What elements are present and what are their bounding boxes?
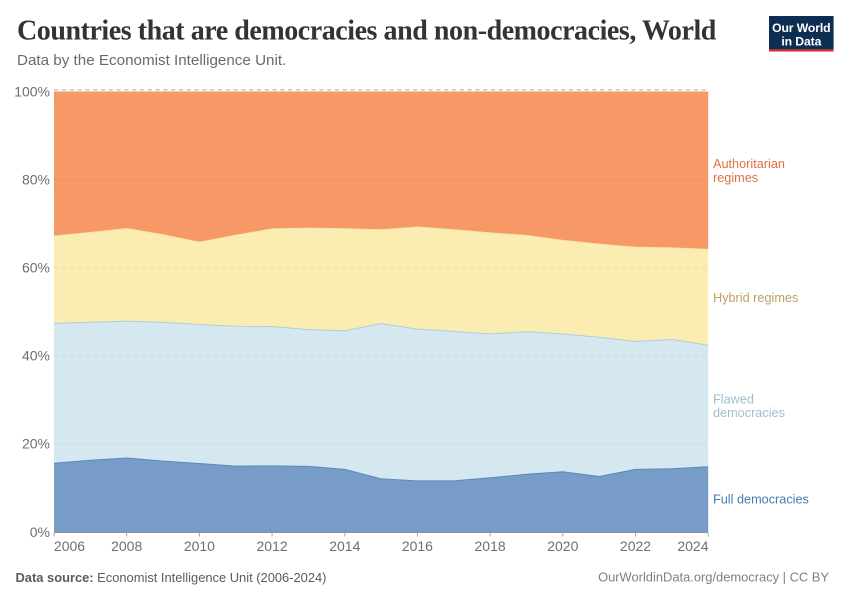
svg-text:Our World: Our World	[772, 21, 830, 35]
svg-text:Data by the Economist Intellig: Data by the Economist Intelligence Unit.	[17, 52, 286, 69]
svg-text:2022: 2022	[620, 538, 651, 554]
svg-text:in Data: in Data	[781, 35, 821, 49]
svg-text:OurWorldinData.org/democracy |: OurWorldinData.org/democracy | CC BY	[598, 570, 829, 585]
svg-text:100%: 100%	[14, 83, 50, 99]
svg-text:40%: 40%	[22, 348, 50, 364]
svg-text:2014: 2014	[329, 538, 360, 554]
svg-text:2024: 2024	[677, 538, 708, 554]
svg-text:democracies: democracies	[713, 406, 785, 420]
svg-text:60%: 60%	[22, 260, 50, 276]
svg-text:2008: 2008	[111, 538, 142, 554]
svg-text:Full democracies: Full democracies	[713, 493, 809, 507]
svg-text:2018: 2018	[475, 538, 506, 554]
svg-text:Countries that are democracies: Countries that are democracies and non-d…	[17, 16, 717, 47]
svg-text:0%: 0%	[30, 524, 50, 540]
svg-text:Flawed: Flawed	[713, 392, 754, 406]
svg-text:2006: 2006	[54, 538, 85, 554]
svg-text:2010: 2010	[184, 538, 215, 554]
svg-text:20%: 20%	[22, 436, 50, 452]
svg-text:2012: 2012	[257, 538, 288, 554]
svg-text:Data source: Economist Intelli: Data source: Economist Intelligence Unit…	[16, 570, 327, 585]
svg-text:80%: 80%	[22, 171, 50, 187]
svg-text:2020: 2020	[547, 538, 578, 554]
svg-text:2016: 2016	[402, 538, 433, 554]
svg-text:Hybrid regimes: Hybrid regimes	[713, 291, 798, 305]
svg-text:Authoritarian: Authoritarian	[713, 157, 785, 171]
svg-text:regimes: regimes	[713, 171, 758, 185]
